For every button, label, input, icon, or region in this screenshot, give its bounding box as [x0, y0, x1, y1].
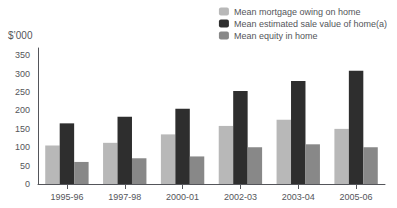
svg-text:Mean mortgage owing on home: Mean mortgage owing on home: [234, 7, 361, 17]
svg-text:250: 250: [15, 87, 30, 97]
svg-text:2000-01: 2000-01: [166, 192, 199, 202]
svg-text:Mean equity in home: Mean equity in home: [234, 31, 318, 41]
svg-text:300: 300: [15, 69, 30, 79]
svg-text:200: 200: [15, 105, 30, 115]
svg-text:100: 100: [15, 142, 30, 152]
svg-text:1995-96: 1995-96: [50, 192, 83, 202]
svg-text:1997-98: 1997-98: [108, 192, 141, 202]
svg-text:0: 0: [25, 179, 30, 189]
svg-text:2002-03: 2002-03: [224, 192, 257, 202]
svg-text:2003-04: 2003-04: [282, 192, 315, 202]
svg-text:$’000: $’000: [8, 30, 33, 41]
svg-text:350: 350: [15, 50, 30, 60]
svg-text:2005-06: 2005-06: [340, 192, 373, 202]
svg-text:Mean estimated sale value of h: Mean estimated sale value of home(a): [234, 19, 387, 29]
svg-text:150: 150: [15, 124, 30, 134]
svg-text:50: 50: [20, 161, 30, 171]
